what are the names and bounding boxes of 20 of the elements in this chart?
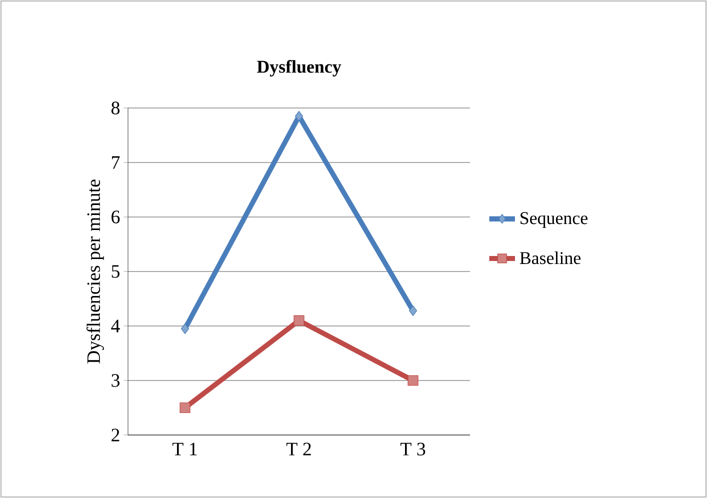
point: [294, 315, 304, 326]
chart-title: Dysfluency: [256, 60, 342, 77]
x-tick-label: T 1: [172, 442, 197, 456]
y-axis-title: Dysfluencies per minute: [86, 180, 104, 364]
legend-label: Baseline: [520, 251, 581, 264]
y-tick-label: 8: [111, 102, 120, 114]
point: [408, 375, 418, 386]
point: [180, 402, 190, 414]
point: [180, 323, 190, 334]
y-tick-label: 7: [112, 156, 120, 169]
y-tick-label: 3: [112, 374, 120, 387]
y-tick-label: 2: [112, 428, 120, 442]
point: [294, 110, 304, 122]
x-tick-label: T 3: [400, 442, 426, 456]
legend-label: Sequence: [520, 212, 588, 228]
point: [408, 305, 418, 316]
y-tick-label: 4: [111, 320, 120, 332]
x-tick-label: T 2: [286, 442, 311, 456]
y-tick-label: 5: [112, 265, 120, 278]
y-tick-label: 6: [112, 210, 120, 224]
